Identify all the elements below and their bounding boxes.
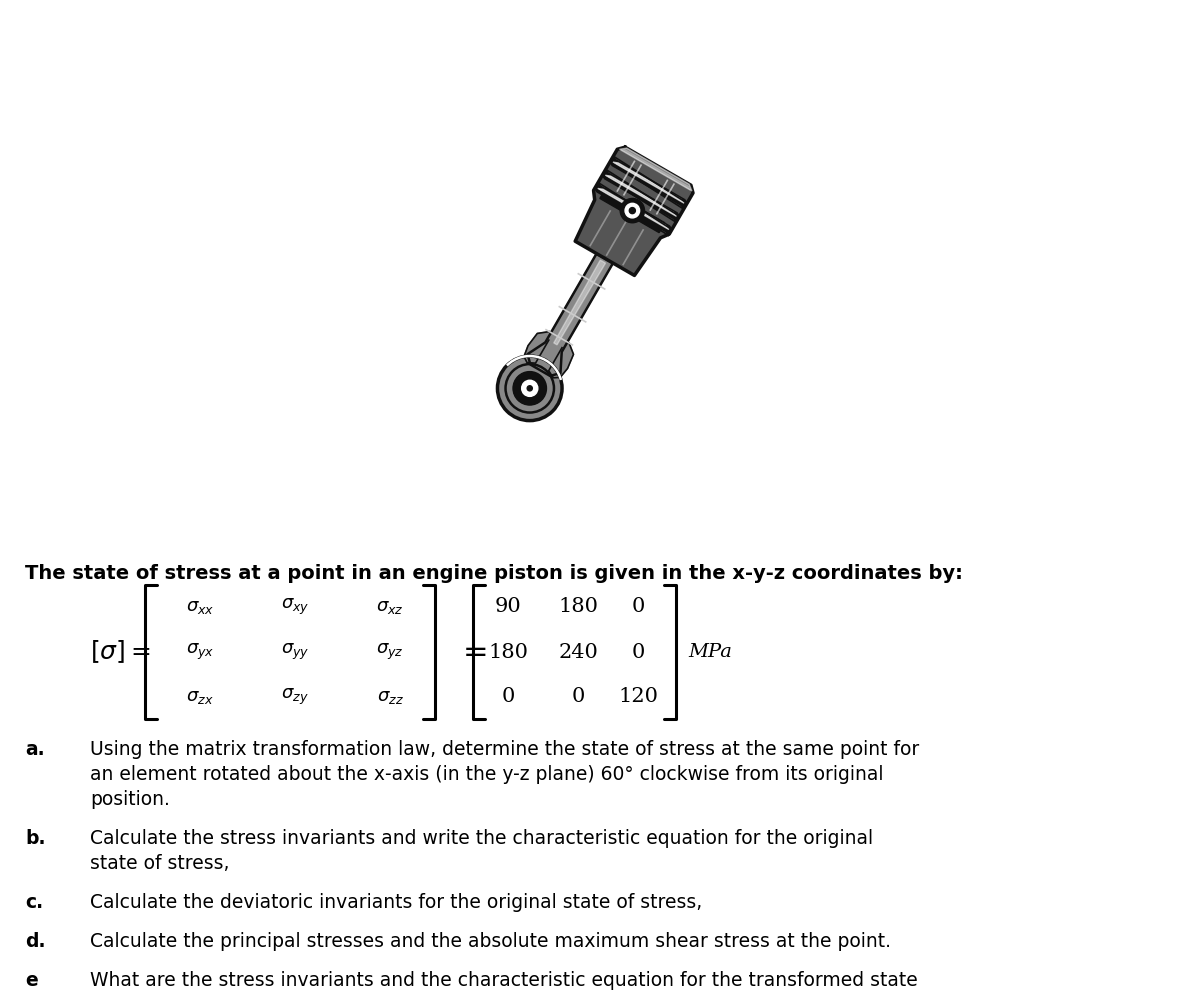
Polygon shape: [595, 183, 672, 235]
Text: What are the stress invariants and the characteristic equation for the transform: What are the stress invariants and the c…: [90, 971, 918, 990]
Text: 180: 180: [488, 643, 528, 662]
Text: $\sigma_{yx}$: $\sigma_{yx}$: [186, 642, 215, 662]
Text: $\sigma_{yy}$: $\sigma_{yy}$: [281, 642, 310, 662]
Circle shape: [498, 356, 562, 421]
Polygon shape: [605, 176, 677, 216]
Circle shape: [629, 207, 635, 213]
Text: $[\sigma]=$: $[\sigma]=$: [90, 639, 150, 666]
Text: a.: a.: [25, 740, 44, 759]
Polygon shape: [610, 156, 688, 209]
Polygon shape: [598, 188, 668, 229]
Text: $\sigma_{xx}$: $\sigma_{xx}$: [186, 598, 215, 616]
Text: $\sigma_{zz}$: $\sigma_{zz}$: [377, 688, 403, 706]
Text: 90: 90: [494, 597, 521, 616]
Text: =: =: [463, 638, 488, 667]
Polygon shape: [575, 147, 692, 276]
Circle shape: [514, 372, 546, 405]
Text: $\sigma_{xz}$: $\sigma_{xz}$: [376, 598, 404, 616]
Text: 0: 0: [571, 687, 584, 706]
Text: $\sigma_{zx}$: $\sigma_{zx}$: [186, 688, 214, 706]
Circle shape: [625, 203, 640, 218]
Polygon shape: [602, 170, 679, 222]
Text: b.: b.: [25, 829, 46, 848]
Circle shape: [620, 198, 644, 223]
Text: 240: 240: [558, 643, 598, 662]
Text: $\sigma_{zy}$: $\sigma_{zy}$: [281, 686, 308, 707]
Text: 180: 180: [558, 597, 598, 616]
Text: The state of stress at a point in an engine piston is given in the x-y-z coordin: The state of stress at a point in an eng…: [25, 564, 962, 583]
Polygon shape: [600, 188, 665, 233]
Text: Calculate the deviatoric invariants for the original state of stress,: Calculate the deviatoric invariants for …: [90, 893, 702, 912]
Text: d.: d.: [25, 932, 46, 951]
Text: 0: 0: [502, 687, 515, 706]
Text: $\sigma_{yz}$: $\sigma_{yz}$: [376, 642, 404, 662]
Text: Calculate the principal stresses and the absolute maximum shear stress at the po: Calculate the principal stresses and the…: [90, 932, 890, 951]
Text: Calculate the stress invariants and write the characteristic equation for the or: Calculate the stress invariants and writ…: [90, 829, 874, 848]
Text: 0: 0: [631, 643, 644, 662]
Text: MPa: MPa: [688, 643, 732, 661]
Text: e: e: [25, 971, 37, 990]
Polygon shape: [619, 148, 692, 191]
Text: an element rotated about the x-axis (in the y-z plane) 60° clockwise from its or: an element rotated about the x-axis (in …: [90, 765, 883, 784]
Polygon shape: [553, 260, 606, 345]
Text: 120: 120: [618, 687, 658, 706]
Polygon shape: [524, 331, 550, 363]
Text: state of stress,: state of stress,: [90, 854, 229, 873]
Text: c.: c.: [25, 893, 43, 912]
Polygon shape: [613, 162, 684, 203]
Text: position.: position.: [90, 790, 170, 809]
Polygon shape: [548, 343, 574, 378]
Circle shape: [522, 380, 538, 397]
Text: $\sigma_{xy}$: $\sigma_{xy}$: [281, 597, 310, 617]
Text: Using the matrix transformation law, determine the state of stress at the same p: Using the matrix transformation law, det…: [90, 740, 919, 759]
Text: 0: 0: [631, 597, 644, 616]
Circle shape: [527, 386, 533, 391]
Polygon shape: [528, 254, 613, 376]
